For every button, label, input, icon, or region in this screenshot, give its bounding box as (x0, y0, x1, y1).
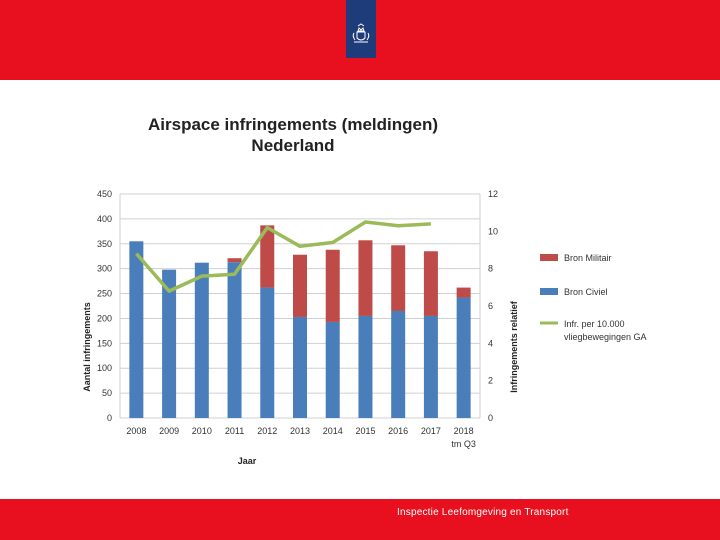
left-tick-label: 50 (102, 388, 112, 398)
line-infr-per-10000 (135, 220, 431, 293)
left-tick-label: 350 (97, 239, 112, 249)
bar-militair (358, 240, 373, 316)
right-tick-label: 2 (488, 376, 493, 386)
emblem-background (346, 0, 376, 58)
legend-label-line-part-2: vliegbewegingen GA (564, 332, 647, 342)
x-axis-label: Jaar (238, 456, 257, 466)
x-tick-label: 2016 (388, 426, 408, 436)
legend-label-militair: Bron Militair (564, 253, 612, 263)
x-tick-label: 2010 (192, 426, 212, 436)
line-series (135, 220, 431, 293)
right-tick-label: 10 (488, 226, 498, 236)
right-tick-label: 0 (488, 413, 493, 423)
bar-civiel (358, 315, 373, 418)
x-tick-label: 2017 (421, 426, 441, 436)
footer-text: Inspectie Leefomgeving en Transport (397, 507, 569, 518)
bar-militair (391, 245, 406, 311)
legend-label-line-part-1: Infr. per 10.000 (564, 319, 625, 329)
x-tick-label: 2008 (126, 426, 146, 436)
legend-swatch-civiel (540, 288, 558, 295)
x-tick-label: 2018 (454, 426, 474, 436)
bar-militair (260, 225, 275, 288)
legend-swatch-militair (540, 254, 558, 261)
legend-label-civiel: Bron Civiel (564, 287, 608, 297)
bar-civiel (391, 310, 406, 418)
left-tick-label: 400 (97, 214, 112, 224)
left-tick-label: 100 (97, 363, 112, 373)
chart: Airspace infringements (meldingen) Neder… (82, 115, 647, 466)
x-axis-ticks: 2008 2009 2010 2011 2012 2013 2014 2015 2016 2017… (126, 426, 476, 449)
left-tick-label: 200 (97, 313, 112, 323)
bar-civiel (162, 269, 177, 418)
x-tick-label: 2014 (323, 426, 343, 436)
left-tick-label: 0 (107, 413, 112, 423)
left-axis-ticks: 0 50 100 150 200 250 300 350 400 450 (97, 189, 112, 423)
x-tick-label: 2009 (159, 426, 179, 436)
right-axis-ticks: 0 2 4 6 8 10 12 (488, 189, 498, 423)
chart-title-line-1: Airspace infringements (meldingen) (148, 115, 438, 134)
bar-militair (293, 254, 307, 317)
bar-militair (456, 287, 471, 298)
x-tick-sublabel: tm Q3 (451, 439, 476, 449)
right-tick-label: 4 (488, 338, 493, 348)
x-tick-label: 2015 (355, 426, 375, 436)
bar-militair (325, 249, 340, 322)
left-tick-label: 450 (97, 189, 112, 199)
right-tick-label: 6 (488, 301, 493, 311)
left-tick-label: 300 (97, 264, 112, 274)
x-tick-label: 2013 (290, 426, 310, 436)
bottom-red-band (0, 499, 720, 540)
bar-militair (227, 258, 242, 263)
chart-title-line-2: Nederland (251, 136, 334, 155)
x-tick-label: 2012 (257, 426, 277, 436)
bars (129, 225, 471, 418)
bar-civiel (194, 262, 209, 418)
bar-civiel (293, 316, 307, 418)
legend: Bron Militair Bron Civiel Infr. per 10.0… (540, 253, 647, 342)
right-axis-label: Infringements relatief (509, 300, 519, 393)
left-axis-label: Aantal infringements (82, 302, 92, 392)
royal-coat-of-arms-icon (346, 0, 376, 58)
x-tick-label: 2011 (225, 426, 244, 436)
legend-label-line: Infr. per 10.000 vliegbewegingen GA (564, 319, 647, 342)
bar-civiel (227, 262, 242, 418)
right-tick-label: 8 (488, 264, 493, 274)
bar-civiel (260, 287, 275, 418)
left-tick-label: 250 (97, 289, 112, 299)
bar-civiel (456, 297, 471, 418)
right-tick-label: 12 (488, 189, 498, 199)
bar-civiel (423, 315, 438, 418)
bar-militair (423, 251, 438, 316)
bar-civiel (325, 321, 340, 418)
left-tick-label: 150 (97, 338, 112, 348)
bar-civiel (129, 241, 144, 418)
government-logo (346, 0, 376, 58)
